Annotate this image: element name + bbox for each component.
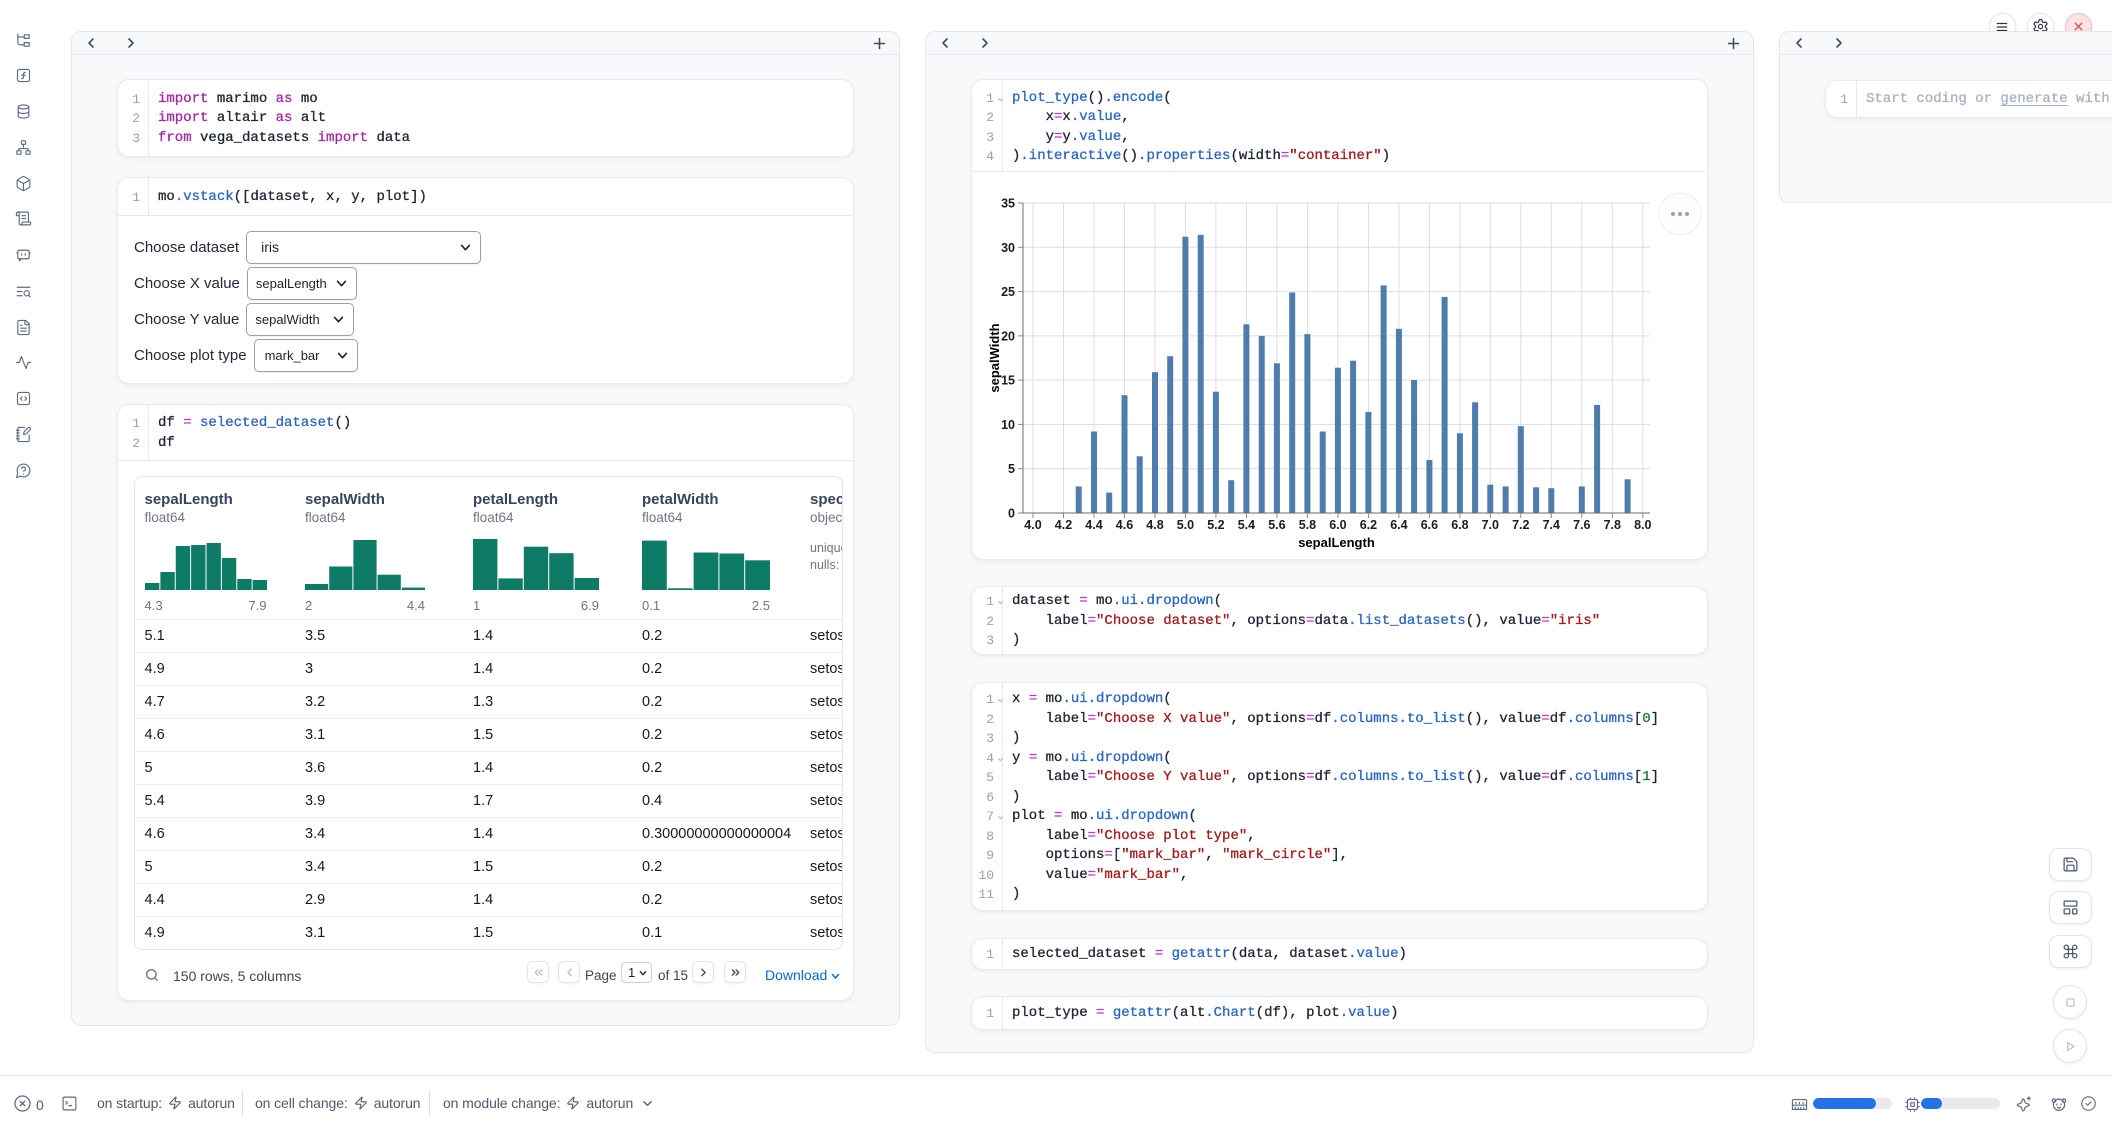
svg-text:7.8: 7.8: [1604, 518, 1621, 532]
svg-text:4.4: 4.4: [1085, 518, 1102, 532]
svg-text:6.6: 6.6: [1421, 518, 1438, 532]
svg-text:4.0: 4.0: [1024, 518, 1041, 532]
svg-text:15: 15: [1001, 374, 1015, 388]
svg-text:10: 10: [1001, 418, 1015, 432]
svg-text:5.4: 5.4: [1238, 518, 1255, 532]
svg-text:5: 5: [1008, 462, 1015, 476]
svg-text:8.0: 8.0: [1634, 518, 1651, 532]
svg-text:4.8: 4.8: [1146, 518, 1163, 532]
svg-text:5.2: 5.2: [1207, 518, 1224, 532]
svg-text:25: 25: [1001, 285, 1015, 299]
svg-text:5.8: 5.8: [1299, 518, 1316, 532]
svg-text:sepalLength: sepalLength: [1298, 535, 1375, 550]
svg-text:7.0: 7.0: [1482, 518, 1499, 532]
svg-text:4.2: 4.2: [1055, 518, 1072, 532]
svg-text:30: 30: [1001, 241, 1015, 255]
svg-text:5.0: 5.0: [1177, 518, 1194, 532]
svg-text:20: 20: [1001, 329, 1015, 343]
svg-text:6.4: 6.4: [1390, 518, 1407, 532]
svg-text:7.2: 7.2: [1512, 518, 1529, 532]
svg-text:7.6: 7.6: [1573, 518, 1590, 532]
svg-text:6.0: 6.0: [1329, 518, 1346, 532]
svg-text:6.8: 6.8: [1451, 518, 1468, 532]
svg-text:7.4: 7.4: [1543, 518, 1560, 532]
svg-text:5.6: 5.6: [1268, 518, 1285, 532]
svg-text:0: 0: [1008, 507, 1015, 521]
svg-text:35: 35: [1001, 197, 1015, 211]
svg-text:6.2: 6.2: [1360, 518, 1377, 532]
svg-text:sepalWidth: sepalWidth: [987, 323, 1002, 392]
svg-text:4.6: 4.6: [1116, 518, 1133, 532]
